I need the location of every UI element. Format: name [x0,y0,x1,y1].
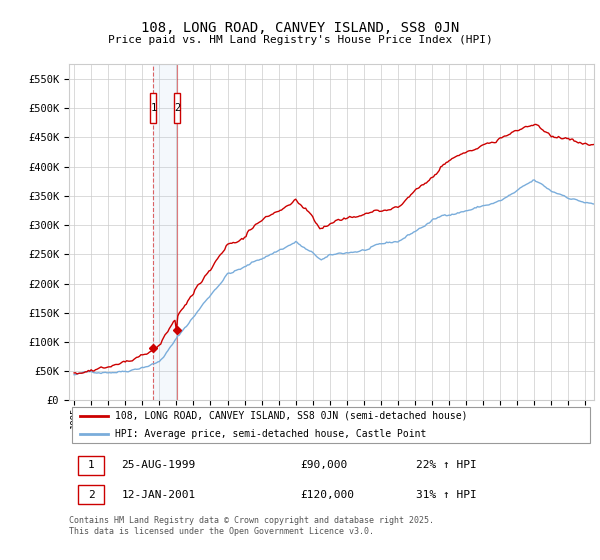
Text: Price paid vs. HM Land Registry's House Price Index (HPI): Price paid vs. HM Land Registry's House … [107,35,493,45]
Text: £120,000: £120,000 [300,490,354,500]
FancyBboxPatch shape [79,456,104,475]
Text: 1: 1 [88,460,94,470]
Text: Contains HM Land Registry data © Crown copyright and database right 2025.
This d: Contains HM Land Registry data © Crown c… [69,516,434,536]
Text: 108, LONG ROAD, CANVEY ISLAND, SS8 0JN (semi-detached house): 108, LONG ROAD, CANVEY ISLAND, SS8 0JN (… [115,411,468,421]
Text: 1: 1 [150,103,157,113]
Text: 12-JAN-2001: 12-JAN-2001 [121,490,196,500]
FancyBboxPatch shape [174,93,180,123]
FancyBboxPatch shape [151,93,157,123]
Text: 2: 2 [174,103,180,113]
Bar [154,64,177,400]
Text: £90,000: £90,000 [300,460,347,470]
Text: 22% ↑ HPI: 22% ↑ HPI [415,460,476,470]
Text: 2: 2 [88,490,94,500]
FancyBboxPatch shape [79,486,104,504]
Text: HPI: Average price, semi-detached house, Castle Point: HPI: Average price, semi-detached house,… [115,430,427,439]
Text: 31% ↑ HPI: 31% ↑ HPI [415,490,476,500]
Text: 25-AUG-1999: 25-AUG-1999 [121,460,196,470]
Text: 108, LONG ROAD, CANVEY ISLAND, SS8 0JN: 108, LONG ROAD, CANVEY ISLAND, SS8 0JN [141,21,459,35]
